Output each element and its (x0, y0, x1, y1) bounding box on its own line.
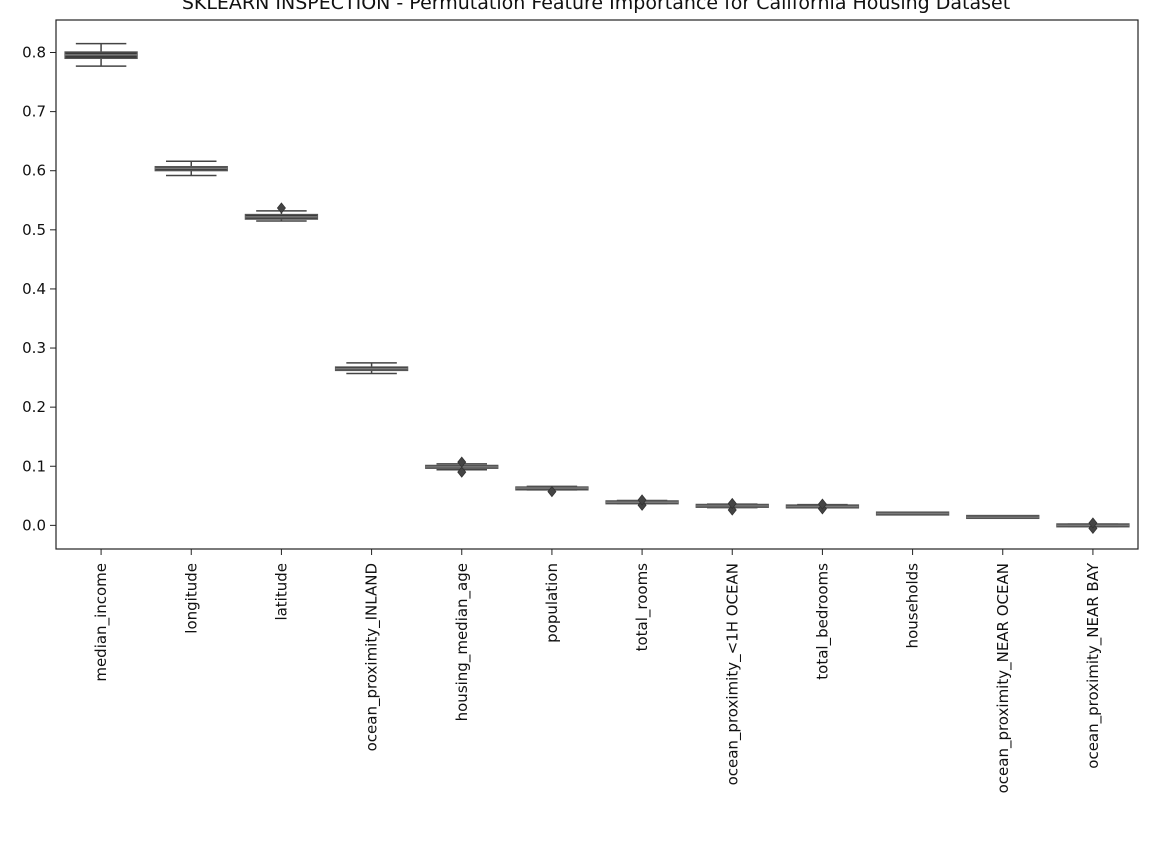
y-tick-label: 0.1 (22, 457, 46, 475)
x-tick-label: latitude (272, 563, 290, 621)
box-ocean_proximity_INLAND (334, 362, 409, 375)
outlier-point (457, 466, 467, 478)
outlier-point (637, 494, 647, 506)
plot-area (64, 42, 1130, 534)
y-axis: 0.0 0.1 0.2 0.3 0.4 0.5 0.6 0.7 0.8 (22, 44, 56, 534)
x-tick-label: housing_median_age (453, 563, 472, 721)
x-tick-label: ocean_proximity_NEAR OCEAN (994, 563, 1013, 793)
outlier-point (727, 497, 737, 510)
x-tick-label: median_income (92, 563, 111, 682)
x-tick-label: population (543, 563, 561, 643)
outlier-point (457, 456, 467, 468)
outlier-point (547, 486, 557, 498)
x-tick-label: total_bedrooms (813, 563, 832, 680)
y-tick-label: 0.3 (22, 339, 46, 357)
outlier-point (817, 498, 827, 510)
x-tick-label: households (904, 563, 922, 649)
y-tick-label: 0.8 (22, 44, 46, 62)
x-axis: median_income longitude latitude ocean_prox… (92, 549, 1103, 793)
x-tick-label: ocean_proximity_NEAR BAY (1084, 562, 1103, 769)
box-latitude (244, 202, 319, 222)
box-longitude (154, 160, 228, 177)
y-tick-label: 0.5 (22, 221, 46, 239)
y-tick-label: 0.6 (22, 162, 46, 180)
box-total_bedrooms (785, 498, 860, 515)
x-tick-label: longitude (182, 563, 200, 634)
box-ocean_proximity_<1H OCEAN (695, 497, 769, 516)
box-population (515, 485, 589, 498)
x-tick-label: total_rooms (633, 563, 652, 652)
outlier-point (1088, 517, 1098, 529)
y-tick-label: 0.4 (22, 280, 46, 298)
outlier-point (727, 504, 737, 516)
chart-title: SKLEARN INSPECTION - Permutation Feature… (182, 0, 1010, 14)
box-households (875, 511, 950, 516)
box-median_income (64, 42, 138, 67)
x-tick-label: ocean_proximity_INLAND (363, 563, 382, 751)
y-tick-label: 0.0 (22, 516, 46, 534)
box-ocean_proximity_NEAR BAY (1056, 517, 1130, 534)
box-housing_median_age (425, 456, 499, 478)
axes-frame (55, 19, 1139, 550)
box-total_rooms (605, 494, 679, 511)
y-tick-label: 0.2 (22, 398, 46, 416)
outlier-point (276, 202, 286, 214)
y-tick-label: 0.7 (22, 103, 46, 121)
box-ocean_proximity_NEAR OCEAN (966, 514, 1040, 520)
x-tick-label: ocean_proximity_<1H OCEAN (723, 563, 742, 785)
